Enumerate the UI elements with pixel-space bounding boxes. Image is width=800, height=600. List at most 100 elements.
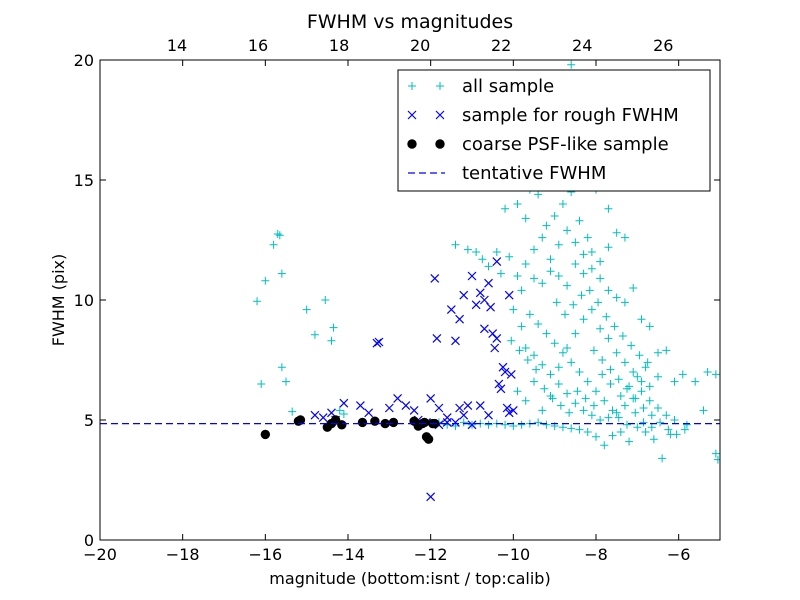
data-point xyxy=(563,281,572,290)
data-point xyxy=(571,329,580,338)
data-point xyxy=(432,333,442,343)
data-point xyxy=(260,429,271,440)
data-point xyxy=(513,272,522,280)
data-point xyxy=(623,384,631,393)
data-point xyxy=(490,343,500,353)
data-point xyxy=(546,267,555,276)
series-coarse-psf-like-sample xyxy=(260,415,440,444)
data-point xyxy=(639,404,648,412)
data-point xyxy=(703,368,712,376)
data-point xyxy=(672,430,681,439)
data-point xyxy=(530,274,538,283)
data-point xyxy=(647,411,656,420)
data-point xyxy=(542,221,551,230)
data-point xyxy=(257,380,266,388)
data-point xyxy=(554,240,563,249)
data-point xyxy=(633,372,642,381)
legend-label: all sample xyxy=(462,76,554,97)
data-point xyxy=(393,393,403,403)
data-point xyxy=(434,403,444,413)
data-point xyxy=(654,348,662,357)
data-point xyxy=(538,360,547,369)
data-point xyxy=(507,336,516,345)
data-point xyxy=(496,384,506,394)
top-tick-label: 14 xyxy=(167,36,187,55)
legend-item: sample for rough FWHM xyxy=(407,105,679,126)
data-point xyxy=(459,290,469,300)
data-point xyxy=(600,396,609,405)
data-point xyxy=(475,288,485,298)
legend-label: coarse PSF-like sample xyxy=(462,134,669,155)
data-point xyxy=(501,420,510,429)
data-point xyxy=(310,410,320,420)
data-point xyxy=(552,298,561,307)
data-point xyxy=(662,411,671,420)
data-point xyxy=(596,274,605,283)
x-tick-label: −6 xyxy=(667,545,691,564)
data-point xyxy=(538,406,547,415)
data-point xyxy=(604,243,613,252)
data-point xyxy=(604,204,613,213)
data-point xyxy=(472,248,481,256)
data-point xyxy=(678,370,687,379)
data-point xyxy=(587,305,596,314)
data-point xyxy=(583,428,592,436)
data-point xyxy=(504,408,514,418)
data-point xyxy=(612,228,621,237)
data-point xyxy=(606,380,615,388)
data-point xyxy=(604,334,613,343)
data-point xyxy=(538,233,547,242)
data-point xyxy=(532,365,541,374)
x-axis-label: magnitude (bottom:isnt / top:calib) xyxy=(269,569,550,588)
data-point xyxy=(479,324,489,334)
data-point xyxy=(521,396,530,405)
data-point xyxy=(596,416,605,424)
x-tick-label: −8 xyxy=(584,545,608,564)
data-point xyxy=(627,341,636,350)
data-point xyxy=(610,322,619,331)
data-point xyxy=(637,315,646,324)
data-point xyxy=(339,410,348,418)
data-point xyxy=(546,370,555,379)
data-point xyxy=(521,214,530,223)
data-point xyxy=(596,257,605,266)
data-point xyxy=(571,260,580,268)
data-point xyxy=(494,379,504,389)
top-tick-label: 18 xyxy=(329,36,349,55)
data-point xyxy=(583,377,592,386)
data-point xyxy=(623,420,631,429)
legend-item: all sample xyxy=(408,76,554,97)
data-point xyxy=(554,380,563,388)
data-point xyxy=(446,305,456,315)
points-layer xyxy=(253,60,720,502)
data-point xyxy=(530,245,538,254)
top-tick-label: 20 xyxy=(410,36,430,55)
data-point xyxy=(501,204,510,213)
data-point xyxy=(589,401,598,410)
data-point xyxy=(500,367,510,377)
data-point xyxy=(554,272,563,280)
data-point xyxy=(635,351,644,360)
data-point xyxy=(550,212,559,220)
data-point xyxy=(513,387,522,396)
data-point xyxy=(479,295,489,305)
data-point xyxy=(554,363,563,372)
data-point xyxy=(321,296,330,304)
data-point xyxy=(484,420,493,429)
legend-label: sample for rough FWHM xyxy=(462,105,679,126)
data-point xyxy=(355,401,365,411)
data-point xyxy=(637,387,646,396)
data-point xyxy=(662,346,671,355)
data-point xyxy=(643,358,652,367)
data-point xyxy=(563,226,572,235)
legend-item: coarse PSF-like sample xyxy=(407,134,669,155)
legend-swatch xyxy=(435,139,445,149)
data-point xyxy=(583,233,592,242)
data-point xyxy=(502,403,512,413)
data-point xyxy=(509,305,518,314)
data-point xyxy=(442,413,452,423)
data-point xyxy=(631,394,640,403)
data-point xyxy=(277,363,286,372)
data-point xyxy=(337,420,347,430)
data-point xyxy=(530,377,538,386)
